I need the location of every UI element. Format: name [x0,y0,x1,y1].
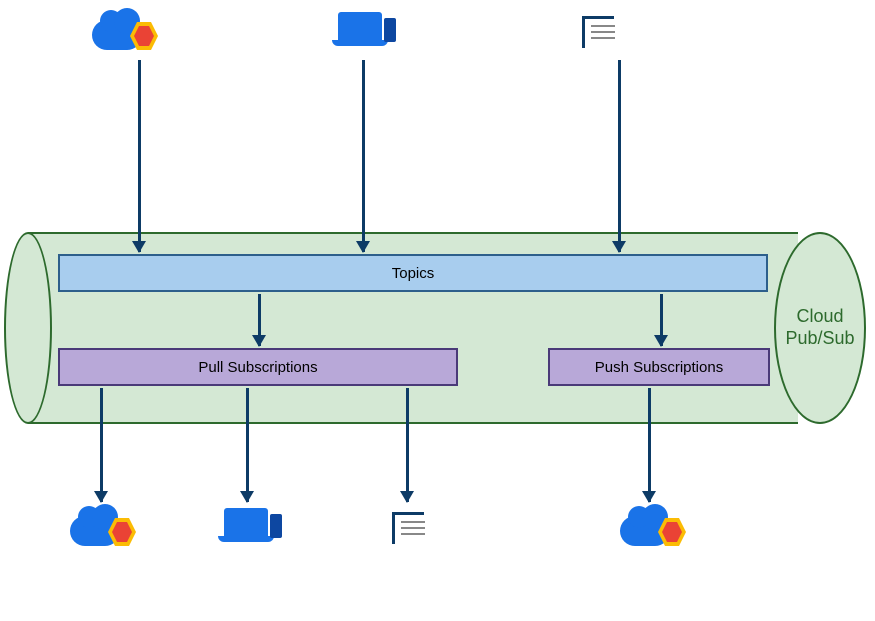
arrow-subs-out-3 [648,388,651,502]
topics-box: Topics [58,254,768,292]
arrow-subs-out-2 [406,388,409,502]
document-icon [392,512,424,544]
cloud-gcp-icon [620,508,678,546]
cloud-gcp-icon [70,508,128,546]
pubsub-architecture-diagram: CloudPub/Sub Topics Pull Subscriptions P… [0,0,875,621]
arrow-into-topics-2 [618,60,621,252]
laptop-icon [218,508,274,548]
arrow-topics-to-subs-0 [258,294,261,346]
arrow-subs-out-1 [246,388,249,502]
cylinder-label: CloudPub/Sub [785,306,854,349]
topics-label: Topics [392,265,435,282]
laptop-icon [332,12,388,52]
cloud-gcp-icon [92,12,150,50]
push-label: Push Subscriptions [595,359,723,376]
arrow-topics-to-subs-1 [660,294,663,346]
pull-label: Pull Subscriptions [198,359,317,376]
pull-subscriptions-box: Pull Subscriptions [58,348,458,386]
document-icon [582,16,614,48]
cylinder-cap-right: CloudPub/Sub [774,232,866,424]
push-subscriptions-box: Push Subscriptions [548,348,770,386]
arrow-into-topics-1 [362,60,365,252]
cylinder-cap-left [4,232,52,424]
arrow-subs-out-0 [100,388,103,502]
arrow-into-topics-0 [138,60,141,252]
